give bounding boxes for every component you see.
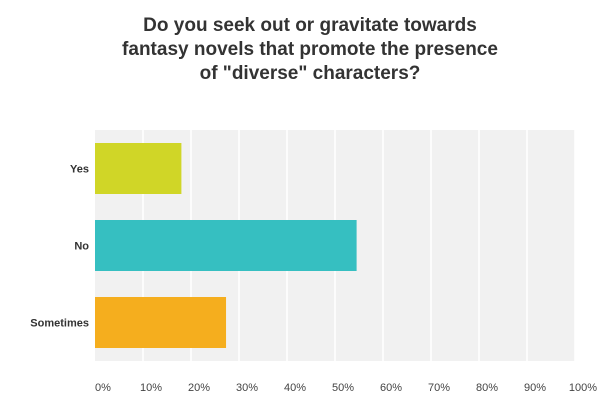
y-category-label: No xyxy=(74,241,89,253)
x-tick-label: 20% xyxy=(188,382,210,394)
bar-no xyxy=(95,220,357,271)
x-tick-label: 70% xyxy=(428,382,450,394)
x-tick-label: 10% xyxy=(140,382,162,394)
y-category-label: Yes xyxy=(70,164,89,176)
x-tick-label: 0% xyxy=(95,382,111,394)
chart-title: Do you seek out or gravitate towards fan… xyxy=(122,15,498,84)
x-tick-label: 60% xyxy=(380,382,402,394)
x-tick-label: 100% xyxy=(569,382,597,394)
x-tick-label: 90% xyxy=(524,382,546,394)
bar-sometimes xyxy=(95,297,227,348)
y-category-label: Sometimes xyxy=(30,318,89,330)
x-tick-label: 40% xyxy=(284,382,306,394)
bar-yes xyxy=(95,143,182,194)
x-tick-label: 80% xyxy=(476,382,498,394)
x-tick-label: 50% xyxy=(332,382,354,394)
x-tick-label: 30% xyxy=(236,382,258,394)
